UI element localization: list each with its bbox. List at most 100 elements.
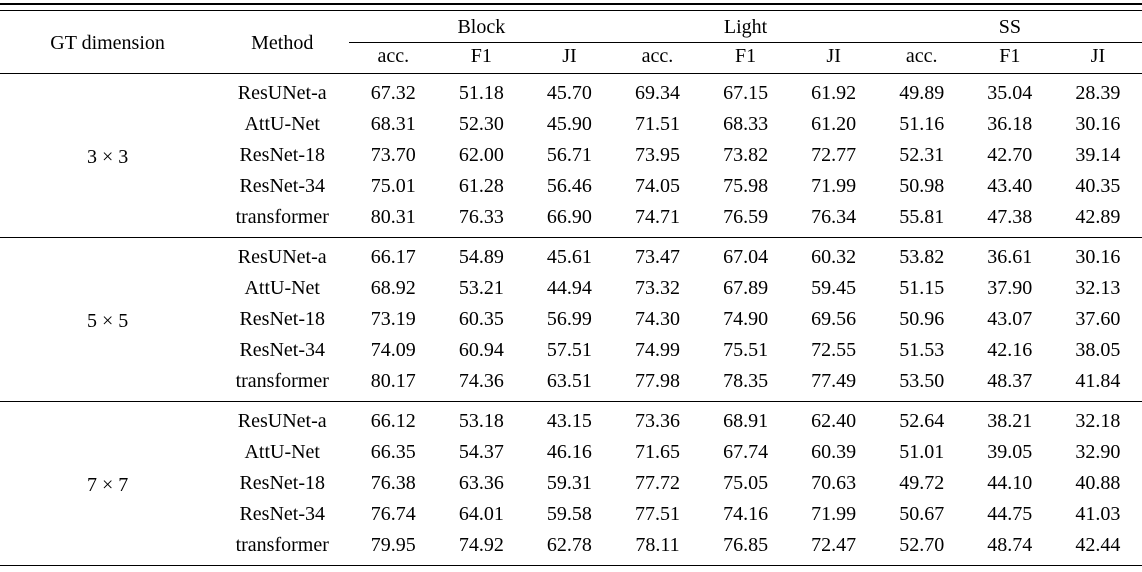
gt-dimension-section: 7 × 7 ResUNet-a 66.12 53.18 43.15 73.36 68.91 6… bbox=[0, 401, 1142, 566]
metric-value-cell: 72.47 bbox=[811, 534, 857, 556]
metric-value-cell: 74.16 bbox=[723, 503, 769, 525]
metric-value-cell: 70.63 bbox=[811, 472, 857, 494]
metric-value-cell: 71.51 bbox=[635, 113, 680, 135]
metric-value-cell: 62.00 bbox=[458, 144, 504, 166]
method-cell: ResNet-34 bbox=[239, 503, 325, 525]
metric-value-cell: 73.19 bbox=[370, 308, 416, 330]
metric-value-cell: 61.92 bbox=[811, 82, 857, 104]
metric-value-cell: 74.09 bbox=[370, 339, 416, 361]
method-cell: ResNet-34 bbox=[239, 175, 325, 197]
metric-value-cell: 68.33 bbox=[723, 113, 769, 135]
table-top-rule bbox=[0, 3, 1142, 11]
metric-value-cell: 51.15 bbox=[899, 277, 945, 299]
metric-value-cell: 63.36 bbox=[458, 472, 504, 494]
metric-value-cell: 56.71 bbox=[546, 144, 592, 166]
metric-value-cell: 66.17 bbox=[370, 246, 416, 268]
metric-value-cell: 78.35 bbox=[723, 370, 769, 392]
table-row: AttU-Net 68.92 53.21 44.94 73.32 67.89 59.45 51… bbox=[0, 273, 1142, 304]
metric-value-cell: 59.58 bbox=[546, 503, 592, 525]
metric-value-cell: 76.33 bbox=[458, 206, 504, 228]
header-group-light: Light bbox=[613, 11, 878, 43]
header-group-block: Block bbox=[349, 11, 614, 43]
metric-value-cell: 44.10 bbox=[987, 472, 1033, 494]
table-row: AttU-Net 66.35 54.37 46.16 71.65 67.74 60.39 51… bbox=[0, 437, 1142, 468]
metric-value-cell: 52.30 bbox=[458, 113, 504, 135]
metric-value-cell: 35.04 bbox=[987, 82, 1033, 104]
metric-value-cell: 59.31 bbox=[546, 472, 592, 494]
metric-value-cell: 67.04 bbox=[723, 246, 769, 268]
method-cell: ResUNet-a bbox=[237, 410, 327, 432]
metric-value-cell: 62.40 bbox=[811, 410, 857, 432]
metric-value-cell: 74.99 bbox=[635, 339, 680, 361]
metric-value-cell: 61.28 bbox=[458, 175, 504, 197]
table-row: ResNet-18 76.38 63.36 59.31 77.72 75.05 70.63 4… bbox=[0, 468, 1142, 499]
metric-value-cell: 79.95 bbox=[370, 534, 416, 556]
metric-value-cell: 60.35 bbox=[458, 308, 504, 330]
metric-value-cell: 66.90 bbox=[546, 206, 592, 228]
metric-value-cell: 68.91 bbox=[723, 410, 769, 432]
metric-value-cell: 43.15 bbox=[546, 410, 592, 432]
metric-value-cell: 51.16 bbox=[899, 113, 945, 135]
table-row: transformer 80.17 74.36 63.51 77.98 78.35 77.4… bbox=[0, 366, 1142, 402]
metric-value-cell: 66.35 bbox=[370, 441, 416, 463]
metric-value-cell: 49.72 bbox=[899, 472, 945, 494]
header-metric-ji: JI bbox=[789, 42, 878, 74]
metric-value-cell: 80.17 bbox=[370, 370, 416, 392]
metric-value-cell: 48.37 bbox=[987, 370, 1033, 392]
metric-value-cell: 39.14 bbox=[1075, 144, 1121, 166]
metric-value-cell: 55.81 bbox=[899, 206, 945, 228]
metric-value-cell: 60.94 bbox=[458, 339, 504, 361]
table-row: transformer 79.95 74.92 62.78 78.11 76.85 72.4… bbox=[0, 530, 1142, 566]
header-metric-acc: acc. bbox=[349, 42, 438, 74]
metric-value-cell: 59.45 bbox=[811, 277, 857, 299]
metric-value-cell: 54.89 bbox=[458, 246, 504, 268]
metric-value-cell: 52.70 bbox=[899, 534, 945, 556]
metric-value-cell: 76.38 bbox=[370, 472, 416, 494]
metric-value-cell: 76.34 bbox=[811, 206, 857, 228]
metric-value-cell: 77.98 bbox=[635, 370, 680, 392]
metric-value-cell: 36.61 bbox=[987, 246, 1033, 268]
metric-value-cell: 62.78 bbox=[546, 534, 592, 556]
method-cell: ResUNet-a bbox=[237, 82, 327, 104]
metric-value-cell: 60.32 bbox=[811, 246, 857, 268]
metric-value-cell: 36.18 bbox=[987, 113, 1033, 135]
metric-value-cell: 30.16 bbox=[1075, 113, 1121, 135]
table-row: 7 × 7 ResUNet-a 66.12 53.18 43.15 73.36 68.91 6… bbox=[0, 402, 1142, 496]
method-cell: ResNet-34 bbox=[239, 339, 325, 361]
metric-value-cell: 74.71 bbox=[635, 206, 680, 228]
metric-value-cell: 71.65 bbox=[635, 441, 680, 463]
metric-value-cell: 61.20 bbox=[811, 113, 857, 135]
table-header: GT dimension Method Block Light SS acc. … bbox=[0, 11, 1142, 74]
metric-value-cell: 75.05 bbox=[723, 472, 769, 494]
metric-value-cell: 63.51 bbox=[546, 370, 592, 392]
metric-value-cell: 74.05 bbox=[635, 175, 680, 197]
metric-value-cell: 51.53 bbox=[899, 339, 945, 361]
metric-value-cell: 77.72 bbox=[635, 472, 680, 494]
metric-value-cell: 75.01 bbox=[370, 175, 416, 197]
metric-value-cell: 74.36 bbox=[458, 370, 504, 392]
metric-value-cell: 72.55 bbox=[811, 339, 857, 361]
header-metric-ji: JI bbox=[1053, 42, 1142, 74]
gt-dimension-cell: 7 × 7 bbox=[86, 474, 129, 496]
metric-value-cell: 69.56 bbox=[811, 308, 857, 330]
metric-value-cell: 73.70 bbox=[370, 144, 416, 166]
metric-value-cell: 80.31 bbox=[370, 206, 416, 228]
method-cell: AttU-Net bbox=[244, 441, 320, 463]
table-row: 3 × 3 ResUNet-a 67.32 51.18 45.70 69.34 67.15 6… bbox=[0, 74, 1142, 168]
metric-value-cell: 71.99 bbox=[811, 175, 857, 197]
metric-value-cell: 74.90 bbox=[723, 308, 769, 330]
gt-dimension-cell: 5 × 5 bbox=[86, 310, 129, 332]
method-cell: AttU-Net bbox=[244, 113, 320, 135]
gt-dimension-cell: 3 × 3 bbox=[86, 146, 129, 168]
method-cell: transformer bbox=[235, 206, 329, 228]
table-row: AttU-Net 68.31 52.30 45.90 71.51 68.33 61.20 51… bbox=[0, 109, 1142, 140]
metric-value-cell: 38.05 bbox=[1075, 339, 1121, 361]
metric-value-cell: 32.18 bbox=[1075, 410, 1121, 432]
metric-value-cell: 72.77 bbox=[811, 144, 857, 166]
method-cell: transformer bbox=[235, 370, 329, 392]
metric-value-cell: 68.31 bbox=[370, 113, 416, 135]
method-cell: ResNet-18 bbox=[239, 472, 325, 494]
metric-value-cell: 38.21 bbox=[987, 410, 1033, 432]
method-cell: AttU-Net bbox=[244, 277, 320, 299]
metric-value-cell: 73.82 bbox=[723, 144, 769, 166]
